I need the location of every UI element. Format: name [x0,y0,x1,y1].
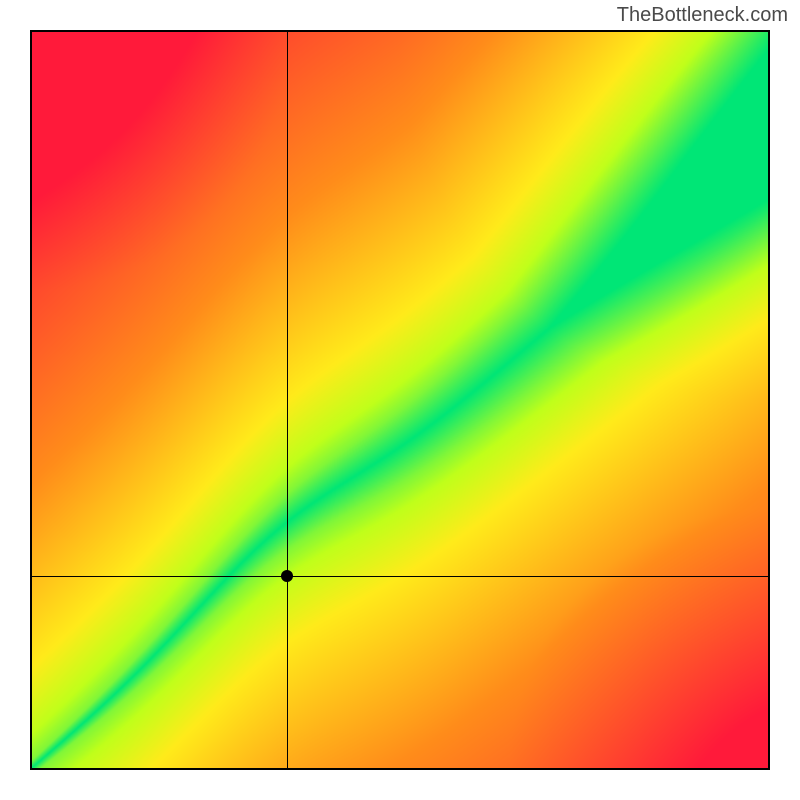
crosshair-horizontal [32,576,768,577]
heatmap-canvas [32,32,768,768]
marker-point [281,570,293,582]
heatmap-chart [30,30,770,770]
watermark-text: TheBottleneck.com [617,4,788,27]
crosshair-vertical [287,32,288,768]
